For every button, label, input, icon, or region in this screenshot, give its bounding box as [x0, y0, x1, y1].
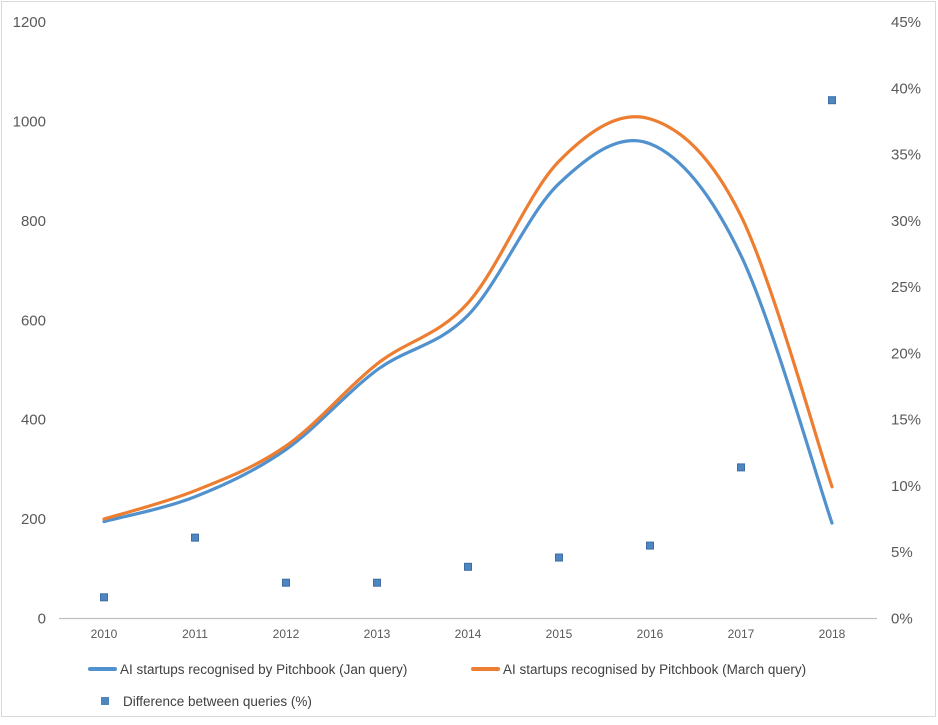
x-axis-tick-label: 2015 — [546, 627, 573, 641]
right-axis-tick-label: 0% — [891, 611, 913, 628]
legend-label-jan-query: AI startups recognised by Pitchbook (Jan… — [120, 661, 408, 677]
legend-label-march-query: AI startups recognised by Pitchbook (Mar… — [503, 661, 807, 677]
left-axis-tick-label: 400 — [21, 412, 46, 429]
x-axis-tick-label: 2010 — [91, 627, 118, 641]
left-axis-tick-label: 600 — [21, 312, 46, 329]
legend-item-march-query: AI startups recognised by Pitchbook (Mar… — [471, 661, 806, 677]
difference-marker — [737, 463, 745, 472]
jan-query-line-swatch-icon — [88, 667, 117, 671]
left-axis-tick-label: 1200 — [13, 14, 46, 31]
difference-marker — [646, 541, 654, 550]
difference-marker — [373, 578, 381, 587]
x-axis-tick-label: 2017 — [728, 627, 755, 641]
left-axis-tick-label: 0 — [38, 611, 46, 628]
legend-item-jan-query: AI startups recognised by Pitchbook (Jan… — [88, 661, 407, 677]
difference-marker — [282, 578, 290, 587]
difference-marker — [464, 562, 472, 571]
right-axis-tick-label: 10% — [891, 478, 921, 495]
difference-marker — [828, 96, 836, 105]
difference-marker — [191, 533, 199, 542]
x-axis-tick-label: 2013 — [364, 627, 391, 641]
right-axis-tick-label: 35% — [891, 147, 921, 164]
right-axis-tick-label: 20% — [891, 345, 921, 362]
march-query-line-swatch-icon — [471, 667, 500, 671]
left-axis-tick-label: 800 — [21, 213, 46, 230]
difference-marker — [555, 553, 563, 562]
jan-query-series-line — [102, 138, 834, 525]
x-axis-tick-label: 2016 — [637, 627, 664, 641]
left-axis-tick-label: 1000 — [13, 113, 46, 130]
right-axis-tick-label: 30% — [891, 213, 921, 230]
march-query-series-line — [102, 115, 834, 521]
right-axis-tick-label: 5% — [891, 544, 913, 561]
left-axis-tick-label: 200 — [21, 511, 46, 528]
right-axis-tick-label: 25% — [891, 279, 921, 296]
x-axis-tick-label: 2012 — [273, 627, 300, 641]
difference-marker — [100, 593, 108, 602]
difference-marker-swatch-icon — [101, 697, 109, 705]
right-axis-tick-label: 45% — [891, 14, 921, 31]
legend-label-difference: Difference between queries (%) — [123, 693, 312, 709]
x-axis-tick-label: 2014 — [455, 627, 482, 641]
x-axis-tick-label: 2011 — [182, 627, 208, 641]
right-axis-tick-label: 40% — [891, 80, 921, 97]
legend-item-difference: Difference between queries (%) — [101, 693, 312, 709]
right-axis-tick-label: 15% — [891, 412, 921, 429]
x-axis-tick-label: 2018 — [819, 627, 846, 641]
